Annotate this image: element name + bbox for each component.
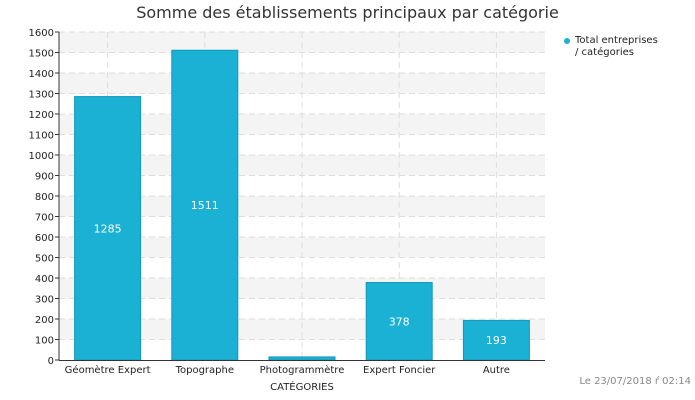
y-tick-label: 900 xyxy=(35,172,54,183)
y-tick-label: 1600 xyxy=(29,28,54,39)
y-tick-label: 300 xyxy=(35,295,54,306)
x-tick-label: Expert Foncier xyxy=(363,365,436,376)
bar-data-label: 1285 xyxy=(94,222,122,235)
y-tick-label: 1200 xyxy=(29,110,54,121)
x-tick-label: Autre xyxy=(483,365,510,376)
legend-swatch xyxy=(564,38,570,44)
legend-entry-label: Total entreprises / catégories xyxy=(575,35,695,59)
bar xyxy=(171,49,239,361)
x-axis-label: CATÉGORIES xyxy=(270,380,334,393)
y-tick-label: 1300 xyxy=(29,90,54,101)
bar xyxy=(365,282,433,361)
legend-line-1: Total entreprises xyxy=(575,35,658,46)
y-tick-label: 0 xyxy=(48,356,54,367)
y-tick-label: 1500 xyxy=(29,49,54,60)
bar-data-label: 1511 xyxy=(191,199,219,212)
x-tick-label: Topographe xyxy=(175,365,234,376)
y-tick-label: 1100 xyxy=(29,131,54,142)
bar xyxy=(268,356,336,361)
y-tick-label: 800 xyxy=(35,192,54,203)
legend-line-2: / catégories xyxy=(575,47,634,58)
x-tick-label: Géomètre Expert xyxy=(65,364,151,376)
y-tick-label: 700 xyxy=(35,213,54,224)
footer-date: Le 23/07/2018 ŕ 02:14 xyxy=(579,376,691,387)
y-tick-label: 200 xyxy=(35,315,54,326)
x-tick-label: Photogrammètre xyxy=(260,364,345,376)
bar-data-label: 193 xyxy=(486,334,507,347)
bar-data-label: 378 xyxy=(389,315,410,328)
bar xyxy=(74,96,142,361)
y-tick-label: 1400 xyxy=(29,69,54,80)
y-tick-label: 100 xyxy=(35,336,54,347)
y-tick-label: 600 xyxy=(35,233,54,244)
y-tick-label: 500 xyxy=(35,254,54,265)
y-tick-label: 1000 xyxy=(29,151,54,162)
y-tick-label: 400 xyxy=(35,274,54,285)
chart-title: Somme des établissements principaux par … xyxy=(136,3,559,22)
